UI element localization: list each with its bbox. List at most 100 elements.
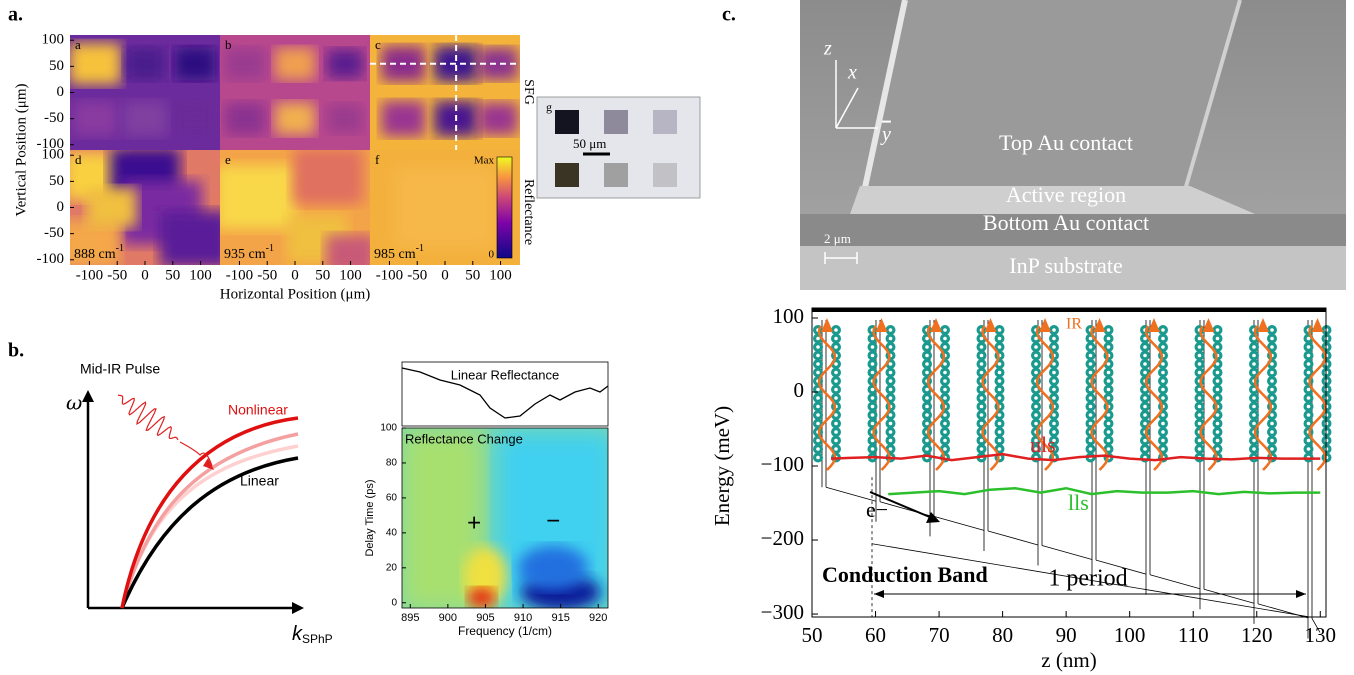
bead-core [1270,379,1274,383]
colorbar-max: Max [474,155,495,167]
bead-core [1052,345,1056,349]
bead-core [997,345,1002,349]
bead-core [943,396,947,400]
heatmap-blob [86,187,137,228]
bead-core [834,336,838,341]
heatmap-blob [275,47,315,80]
axis-arrow [835,87,859,129]
bead-core [1034,336,1038,341]
sem-edge [1183,0,1242,191]
bead-core [979,421,984,426]
bead-core [870,413,875,417]
y-axis-label: Energy (meV) [710,406,734,526]
x-tick-label: 120 [1241,623,1273,647]
bead-core [1034,438,1038,443]
ir-arrow [1311,318,1324,332]
wavenumber: 888 cm-1 [74,243,124,262]
bead-core [1270,430,1274,434]
bead-core [979,345,984,349]
bead-core [979,387,984,392]
bead-core [1215,421,1220,426]
heatmap-blob [225,102,265,135]
bead-core [1306,387,1311,392]
bead-core [1106,370,1111,375]
ir-arrow [930,318,942,332]
subpanel-label: a [75,37,81,52]
bead-core [943,362,947,366]
subpanel-label: f [375,152,380,167]
heatmap-blob [220,165,297,230]
bead-core [1106,345,1111,349]
bead-core [979,362,984,366]
bead-core [1088,387,1093,392]
wavenumber: 935 cm-1 [224,243,274,262]
bead-core [888,430,893,434]
sem-ledge [850,186,1255,214]
bead-core [1215,370,1220,375]
bead-core [816,345,820,349]
bead-core [1034,345,1038,349]
y-tick-label: 100 [773,304,805,328]
inset-square [555,163,579,187]
bead-core [1088,336,1093,341]
y-axis-label: Vertical Position (μm) [13,83,29,216]
wavenumber-exp: -1 [266,243,274,254]
x-tick-label: 70 [929,623,950,647]
y-tick-label: 100 [42,147,65,163]
wavenumber-text: 985 cm [374,247,416,262]
bead-core [1161,396,1165,400]
bead-core [870,362,875,366]
bead-core [1215,362,1220,366]
x-tick-label: 60 [865,623,886,647]
bead-core [997,336,1002,341]
y-tick-label: 20 [386,562,398,573]
bead-core [997,396,1002,400]
ir-arrow [1039,318,1051,332]
bead-core [816,447,820,451]
bead-core [870,438,875,443]
map-blob [518,545,589,590]
bead-core [1034,387,1038,392]
bead-core [1143,396,1147,400]
y-tick-label: −100 [761,452,804,476]
x-tick-label: 50 [465,267,480,283]
bead-core [870,421,875,426]
bead-core [1034,362,1038,366]
bead-core [1270,438,1274,443]
y-tick-label: −200 [761,526,804,550]
heatmap-blob [123,101,167,137]
bead-core [870,336,875,341]
bead-core [1197,404,1202,409]
bead-core [816,396,820,400]
heatmap-blob [275,102,315,135]
bead-core [1143,404,1147,409]
bead-core [943,336,947,341]
x-tick-label: 0 [441,267,449,283]
bead-core [925,387,929,392]
ir-wave [1253,325,1273,471]
plus-sign: + [467,509,481,536]
sem-substrate [800,246,1346,290]
bead-core [943,379,947,383]
y-tick-label: 100 [42,32,65,48]
bead-core [816,370,820,375]
bead-core [1197,413,1202,417]
electron-label: e− [866,497,888,522]
linear-label: Linear [240,473,279,489]
series-line [888,486,1321,496]
ir-arrow [984,318,997,332]
bead-core [888,370,893,375]
layer-label: InP substrate [1009,253,1122,278]
panel-label: c. [722,4,736,26]
bead-core [1052,447,1056,451]
bead-core [1106,421,1111,426]
bead-core [997,430,1002,434]
well [1203,588,1255,604]
panel-label: b. [8,340,24,362]
bead-core [925,413,929,417]
subpanel-label: c [375,37,381,52]
y-tick-label: 0 [794,378,805,402]
bead-core [1215,379,1220,383]
x-tick-label: 100 [339,267,362,283]
bead-core [1052,362,1056,366]
